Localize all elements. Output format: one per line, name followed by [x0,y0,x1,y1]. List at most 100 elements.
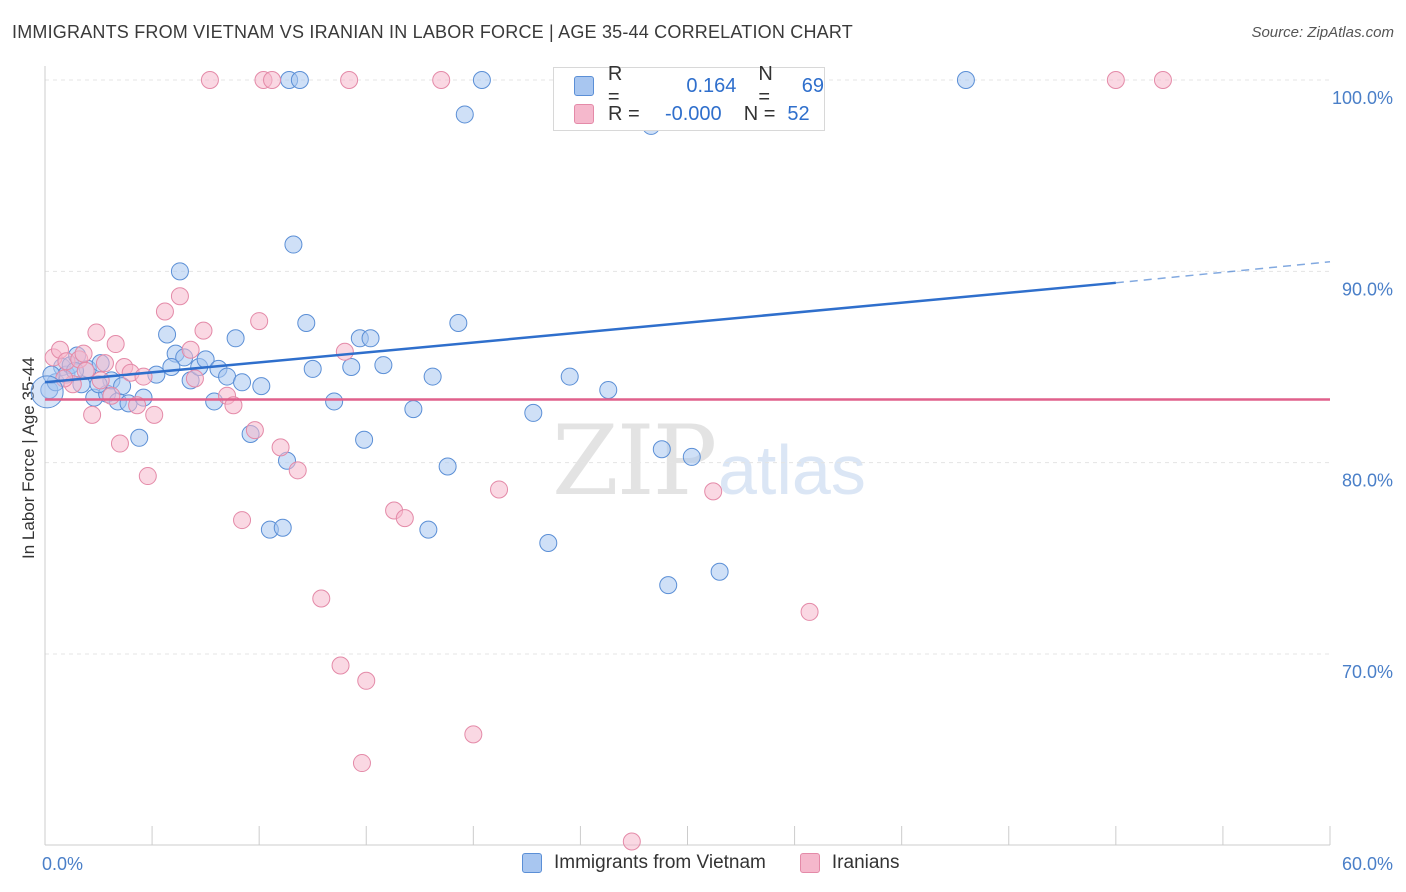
point-iranians [145,405,164,424]
point-vietnam [423,367,442,386]
point-vietnam [560,367,579,386]
point-iranians [288,461,307,480]
point-vietnam [682,447,701,466]
point-iranians [271,438,290,457]
point-vietnam [290,71,309,89]
point-vietnam [652,440,671,459]
point-vietnam [438,457,457,476]
series-legend: Immigrants from Vietnam Iranians [522,852,900,874]
point-vietnam [659,576,678,595]
legend-row-vietnam: R = 0.164 N = 69 [574,63,825,108]
point-iranians [312,589,331,608]
point-vietnam [273,518,292,537]
y-tick-label: 80.0% [1342,471,1393,491]
point-vietnam [449,313,468,332]
point-vietnam [539,534,558,553]
series-swatch-vietnam [522,853,542,873]
point-iranians [1106,71,1125,89]
point-iranians [224,396,243,415]
point-vietnam [455,105,474,124]
point-iranians [138,467,157,486]
series-label-vietnam: Immigrants from Vietnam [554,852,766,873]
point-iranians [395,509,414,528]
point-iranians [352,754,371,773]
point-iranians [106,335,125,354]
point-iranians [185,369,204,388]
point-iranians [357,671,376,690]
point-vietnam [710,562,729,581]
point-iranians [245,421,264,440]
legend-r-value: 0.164 [686,74,737,97]
series-label-iranians: Iranians [831,852,900,873]
legend-swatch-iranians [574,104,594,124]
point-vietnam [218,367,237,386]
point-iranians [155,302,174,321]
y-axis-label: In Labor Force | Age 35-44 [19,357,38,559]
legend-n-value: 52 [787,102,810,125]
point-vietnam [297,313,316,332]
point-iranians [181,340,200,359]
point-iranians [91,371,110,390]
point-iranians [170,287,189,306]
point-vietnam [158,325,177,344]
legend-r-value: -0.000 [664,102,722,125]
point-vietnam [170,262,189,281]
x-tick-label-min: 0.0% [42,854,83,874]
point-vietnam [599,380,618,399]
point-iranians [704,482,723,501]
legend-n-label: N = [743,102,776,125]
point-iranians [464,725,483,744]
point-iranians [250,312,269,331]
point-vietnam [284,235,303,254]
legend-swatch-vietnam [574,76,594,96]
point-vietnam [252,377,271,396]
point-iranians [200,71,219,89]
legend-r-label: R = [608,102,640,125]
point-iranians [432,71,451,89]
point-vietnam [130,428,149,447]
point-iranians [110,434,129,453]
point-iranians [74,344,93,363]
point-iranians [335,342,354,361]
trendline-vietnam [44,281,1116,384]
y-tick-label: 70.0% [1342,662,1393,682]
point-vietnam [524,403,543,422]
point-iranians [134,367,153,386]
point-iranians [490,480,509,499]
point-iranians [622,832,641,851]
point-vietnam [956,71,975,89]
legend-n-value: 69 [801,74,825,97]
point-iranians [194,321,213,340]
point-iranians [331,656,350,675]
point-iranians [1153,71,1172,89]
y-tick-label: 90.0% [1342,279,1393,299]
point-iranians [340,71,359,89]
correlation-legend: R = 0.164 N = 69 R = -0.000 N = 52 [553,63,825,131]
source-label: Source: ZipAtlas.com [1251,24,1394,41]
trendline-vietnam-extension [1115,261,1331,284]
point-vietnam [374,356,393,375]
legend-row-iranians: R = -0.000 N = 52 [574,101,810,127]
point-vietnam [325,392,344,411]
point-iranians [83,405,102,424]
x-tick-label-max: 60.0% [1342,854,1393,874]
point-iranians [102,386,121,405]
point-vietnam [233,373,252,392]
point-iranians [87,323,106,342]
point-iranians [263,71,282,89]
point-vietnam [419,520,438,539]
point-vietnam [404,400,423,419]
point-iranians [800,602,819,621]
point-vietnam [342,358,361,376]
point-iranians [128,396,147,415]
y-tick-label: 100.0% [1332,88,1393,108]
legend-n-label: N = [758,63,773,108]
point-vietnam [303,359,322,378]
point-vietnam [472,71,491,89]
point-vietnam [355,430,374,449]
legend-r-label: R = [607,63,623,108]
point-vietnam [162,358,181,376]
point-vietnam [361,329,380,348]
point-vietnam [226,329,245,348]
